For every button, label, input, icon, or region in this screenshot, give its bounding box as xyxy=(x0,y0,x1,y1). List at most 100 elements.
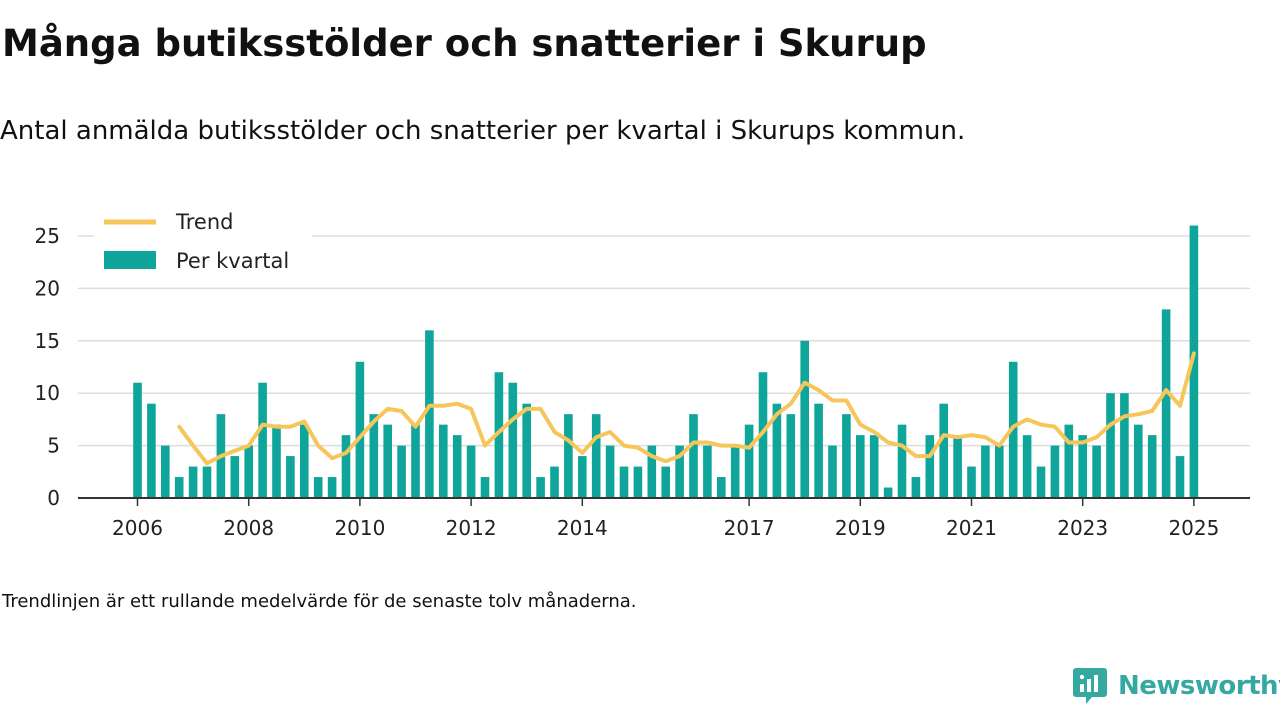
bar xyxy=(230,456,240,498)
bar xyxy=(619,466,629,498)
bar xyxy=(730,445,740,498)
bar xyxy=(689,414,698,498)
legend-trend-label: Trend xyxy=(175,210,233,234)
bar xyxy=(202,466,212,498)
bar xyxy=(147,403,156,498)
bar xyxy=(327,477,337,498)
bar xyxy=(1106,393,1115,498)
bar xyxy=(1189,225,1199,498)
bar xyxy=(578,456,587,498)
legend-box xyxy=(94,206,312,286)
bar xyxy=(564,414,573,498)
bar xyxy=(313,477,323,498)
bar xyxy=(883,487,893,498)
y-tick-label: 25 xyxy=(35,224,60,248)
bar xyxy=(939,403,948,498)
bar xyxy=(911,477,921,498)
axes: 2006 2008 2010 2012 2014 2017 2019 2021 2023 2025 xyxy=(78,497,1250,540)
x-tick-label: 2006 xyxy=(112,516,163,540)
bar xyxy=(1064,424,1074,498)
bar xyxy=(869,435,879,498)
bar xyxy=(661,466,670,498)
bar xyxy=(703,445,712,498)
x-tick-label: 2023 xyxy=(1057,516,1108,540)
bar xyxy=(133,382,142,498)
bar xyxy=(842,414,851,498)
bar xyxy=(397,445,406,498)
bar xyxy=(1175,456,1185,498)
bar xyxy=(981,445,990,498)
x-tick-label: 2010 xyxy=(334,516,385,540)
trend-series xyxy=(177,351,1196,466)
y-tick-label: 5 xyxy=(47,434,60,458)
trend-line xyxy=(177,351,1196,466)
brand: Newsworthy xyxy=(1072,666,1280,706)
x-tick-label: 2008 xyxy=(223,516,274,540)
bar xyxy=(925,435,935,498)
bar xyxy=(272,424,281,498)
bar xyxy=(995,445,1004,498)
bar xyxy=(800,340,809,498)
bar xyxy=(605,445,615,498)
legend-bar-label: Per kvartal xyxy=(176,249,289,273)
y-tick-label: 15 xyxy=(35,329,60,353)
bar xyxy=(828,445,837,498)
bar xyxy=(717,477,726,498)
y-tick-label: 10 xyxy=(35,381,60,405)
bar xyxy=(1092,445,1101,498)
bar xyxy=(591,414,601,498)
brand-name: Newsworthy xyxy=(1118,671,1280,701)
bar xyxy=(786,414,796,498)
legend-bar-swatch xyxy=(104,251,156,269)
bar xyxy=(897,424,907,498)
x-tick-label: 2019 xyxy=(835,516,886,540)
bar xyxy=(772,403,782,498)
x-tick-label: 2014 xyxy=(557,516,608,540)
bar xyxy=(244,445,253,498)
bar-series xyxy=(133,225,1199,498)
bar xyxy=(522,403,531,498)
bar xyxy=(536,477,545,498)
bar xyxy=(1147,435,1157,498)
bar xyxy=(1022,435,1032,498)
bar xyxy=(744,424,754,498)
bar xyxy=(508,382,518,498)
bar xyxy=(258,382,267,498)
bar xyxy=(647,445,657,498)
bar xyxy=(953,435,962,498)
x-tick-label: 2012 xyxy=(446,516,497,540)
bar xyxy=(188,466,198,498)
x-tick-label: 2021 xyxy=(946,516,997,540)
chart-subtitle: Antal anmälda butiksstölder och snatteri… xyxy=(0,116,966,146)
bar xyxy=(439,424,448,498)
bar xyxy=(633,466,643,498)
bar xyxy=(383,424,392,498)
x-tick-label: 2025 xyxy=(1168,516,1219,540)
footnote: Trendlinjen är ett rullande medelvärde f… xyxy=(2,591,637,612)
bar xyxy=(174,477,184,498)
bar xyxy=(286,456,295,498)
bar xyxy=(369,414,379,498)
legend: Trend Per kvartal xyxy=(94,206,312,286)
bar xyxy=(967,466,976,498)
bar xyxy=(856,435,865,498)
bar xyxy=(300,424,309,498)
bar xyxy=(466,445,476,498)
chart-title: Många butiksstölder och snatterier i Sku… xyxy=(2,22,927,65)
bar xyxy=(675,445,684,498)
bar xyxy=(341,435,351,498)
bar xyxy=(1134,424,1143,498)
bar xyxy=(355,361,365,498)
x-tick-label: 2017 xyxy=(724,516,775,540)
y-tick-label: 20 xyxy=(35,276,60,300)
bar xyxy=(494,372,504,498)
bar xyxy=(1161,309,1171,498)
bar xyxy=(550,466,559,498)
y-tick-label: 0 xyxy=(47,486,60,510)
bar xyxy=(411,424,420,498)
bar xyxy=(814,403,823,498)
bar xyxy=(425,330,434,498)
bar xyxy=(1036,466,1046,498)
bar xyxy=(1120,393,1129,498)
